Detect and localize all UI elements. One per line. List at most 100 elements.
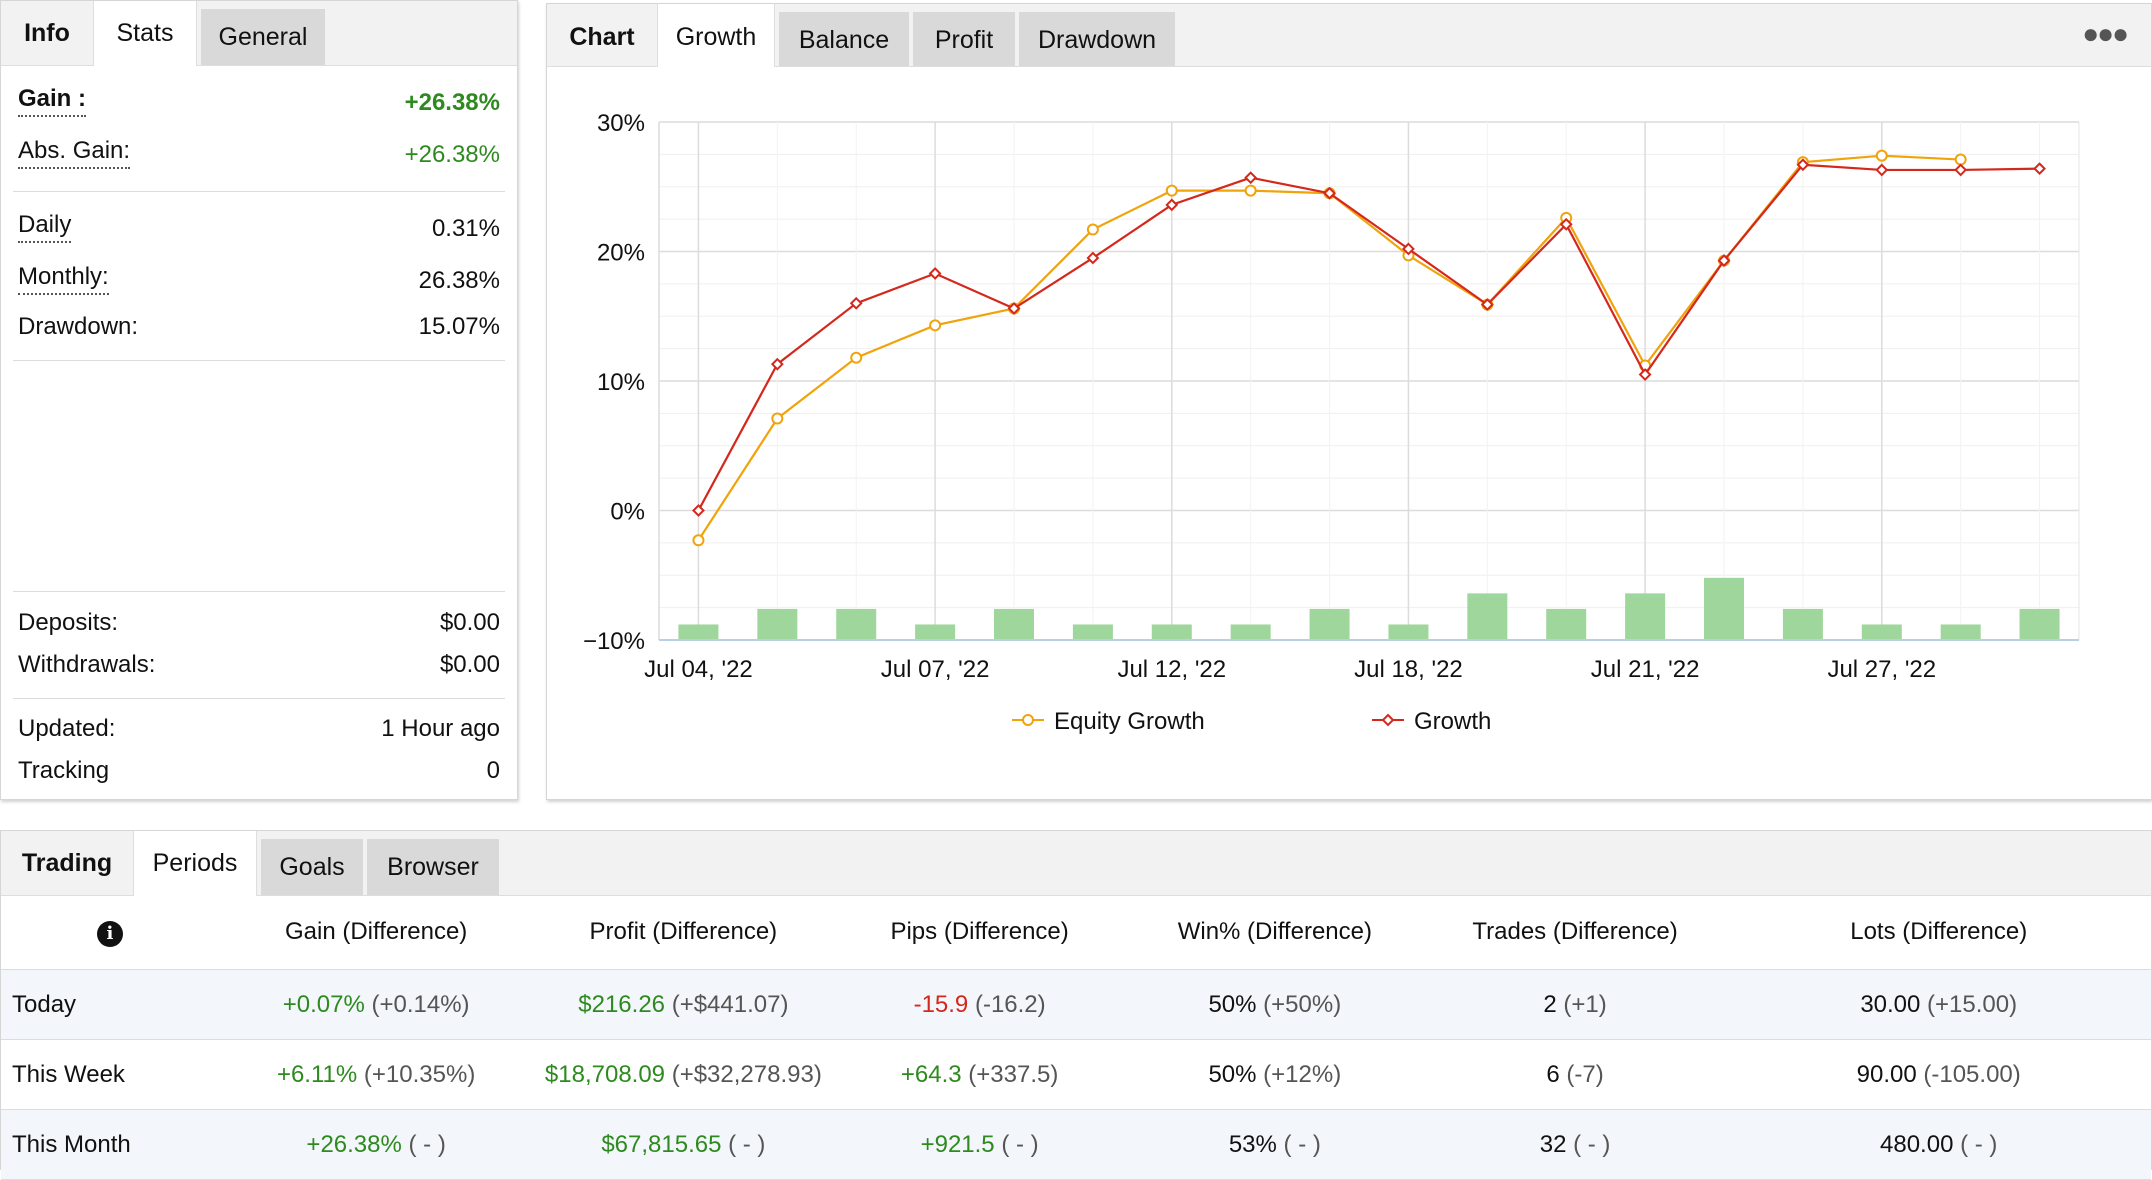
tab-balance[interactable]: Balance	[779, 12, 909, 66]
gain-value: +26.38%	[404, 89, 500, 116]
tab-trading[interactable]: Trading	[21, 849, 113, 877]
table-cell: -15.9 (-16.2)	[833, 969, 1126, 1040]
data-point	[1244, 184, 1257, 197]
abs-gain-label[interactable]: Abs. Gain:	[18, 137, 131, 169]
table-cell: 50% (+50%)	[1125, 969, 1424, 1040]
gain-label[interactable]: Gain :	[18, 85, 87, 117]
table-cell: +0.07% (+0.14%)	[218, 969, 534, 1040]
legend-marker	[1022, 714, 1034, 726]
cell-value: $216.26	[578, 990, 666, 1018]
data-point	[1165, 184, 1178, 197]
divider	[13, 191, 505, 192]
data-point	[1480, 298, 1494, 312]
volume-bar	[1546, 608, 1587, 640]
tracking-label: Tracking	[18, 757, 110, 784]
table-cell: +26.38% ( - )	[218, 1109, 534, 1180]
cell-difference: (-7)	[1566, 1060, 1604, 1088]
more-horizontal-icon[interactable]: ●●●	[2082, 18, 2129, 49]
withdrawals-label: Withdrawals:	[18, 651, 156, 678]
volume-bar	[1625, 593, 1666, 640]
table-cell: 32 ( - )	[1423, 1109, 1727, 1180]
column-header: Trades (Difference)	[1423, 895, 1727, 970]
cell-difference: ( - )	[1573, 1130, 1611, 1158]
tab-goals[interactable]: Goals	[261, 839, 363, 895]
legend-label: Equity Growth	[1054, 708, 1205, 735]
tab-general[interactable]: General	[201, 9, 325, 65]
cell-difference: (+337.5)	[968, 1060, 1059, 1088]
volume-bar	[1388, 624, 1429, 640]
volume-bar	[678, 624, 719, 640]
column-header: Gain (Difference)	[218, 895, 534, 970]
cell-difference: (+$441.07)	[671, 990, 789, 1018]
gain-row: Gain : +26.38%	[18, 85, 500, 117]
periods-table-body: Today +0.07% (+0.14%) $216.26 (+$441.07) -1…	[1, 969, 2151, 1180]
table-cell: 50% (+12%)	[1125, 1039, 1424, 1110]
data-point	[1717, 254, 1731, 267]
column-header: Pips (Difference)	[833, 895, 1126, 970]
info-icon[interactable]: i	[96, 920, 123, 947]
volume-bar	[1861, 624, 1902, 640]
volume-bar	[1309, 608, 1350, 640]
tab-profit[interactable]: Profit	[913, 12, 1015, 66]
table-cell: 480.00 ( - )	[1726, 1109, 2151, 1180]
chart-bars	[659, 577, 2079, 641]
period-label: This Month	[1, 1109, 219, 1180]
deposits-row: Deposits: $0.00	[18, 609, 500, 637]
x-tick-label: Jul 27, '22	[1827, 656, 1936, 683]
column-header: Win% (Difference)	[1125, 895, 1424, 970]
cell-value: 50%	[1208, 990, 1257, 1018]
cell-value: 32	[1539, 1130, 1567, 1158]
data-point	[1165, 198, 1179, 212]
data-point	[770, 357, 784, 371]
volume-bar	[1151, 624, 1192, 640]
data-point	[1875, 149, 1888, 162]
cell-value: 90.00	[1856, 1060, 1917, 1088]
cell-difference: ( - )	[728, 1130, 766, 1158]
daily-value: 0.31%	[431, 215, 500, 242]
tab-growth[interactable]: Growth	[657, 4, 775, 67]
updated-row: Updated: 1 Hour ago	[18, 715, 500, 743]
cell-difference: (+50%)	[1263, 990, 1342, 1018]
tab-chart[interactable]: Chart	[569, 23, 635, 51]
drawdown-value: 15.07%	[418, 313, 500, 340]
data-point	[1323, 186, 1336, 200]
drawdown-row: Drawdown: 15.07%	[18, 313, 500, 341]
data-point	[771, 412, 784, 425]
table-cell: 90.00 (-105.00)	[1726, 1039, 2151, 1110]
tab-browser[interactable]: Browser	[367, 839, 499, 895]
volume-bar	[1072, 624, 1113, 640]
x-tick-label: Jul 04, '22	[644, 656, 753, 683]
table-cell: +64.3 (+337.5)	[833, 1039, 1126, 1110]
table-cell: 6 (-7)	[1423, 1039, 1727, 1110]
tab-stats[interactable]: Stats	[93, 1, 197, 66]
volume-bar	[757, 608, 798, 640]
cell-difference: ( - )	[1960, 1130, 1998, 1158]
updated-label: Updated:	[18, 715, 116, 742]
data-point	[1007, 302, 1021, 315]
cell-difference: (+10.35%)	[363, 1060, 476, 1088]
tab-drawdown[interactable]: Drawdown	[1019, 12, 1175, 66]
cell-value: 6	[1546, 1060, 1560, 1088]
period-label: Today	[1, 969, 219, 1040]
tracking-value: 0	[486, 757, 500, 784]
table-cell: 53% ( - )	[1125, 1109, 1424, 1180]
tab-info[interactable]: Info	[24, 19, 70, 47]
stats-tabbar: Info Stats General	[1, 1, 517, 66]
table-cell: 30.00 (+15.00)	[1726, 969, 2151, 1040]
chart-legend[interactable]: Equity Growth Growth	[1012, 708, 1491, 735]
tab-periods[interactable]: Periods	[133, 831, 257, 896]
monthly-label[interactable]: Monthly:	[18, 263, 109, 295]
periods-panel: Trading Periods Goals Browser i Gain (Di…	[0, 830, 2152, 1180]
data-point	[1559, 217, 1573, 231]
data-point	[1638, 368, 1652, 381]
cell-value: -15.9	[913, 990, 969, 1018]
divider	[13, 698, 505, 699]
cell-value: 53%	[1228, 1130, 1277, 1158]
table-header-row: i Gain (Difference) Profit (Difference) …	[1, 895, 2151, 970]
cell-difference: (+1)	[1563, 990, 1607, 1018]
data-point	[1954, 163, 1968, 177]
cell-difference: (+0.14%)	[371, 990, 470, 1018]
daily-label[interactable]: Daily	[18, 211, 72, 243]
drawdown-label: Drawdown:	[18, 313, 139, 340]
cell-value: +0.07%	[282, 990, 365, 1018]
